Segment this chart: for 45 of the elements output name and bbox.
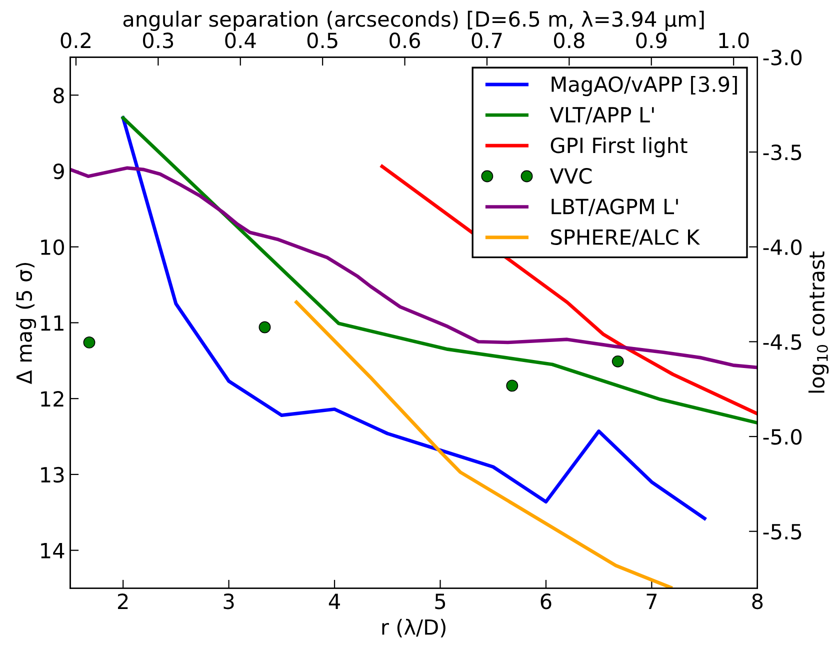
y-tick-label: 11 — [41, 315, 64, 331]
y-tick-label: 13 — [41, 466, 64, 483]
point — [612, 355, 624, 368]
y-tick-label: 8 — [54, 88, 64, 104]
legend-label: LBT/AGPM L' — [552, 198, 678, 216]
x-axis-title: r (λ/D) — [382, 618, 446, 638]
y-tick-label: 9 — [53, 163, 64, 180]
y2-tick-label: -3.0 — [763, 50, 802, 66]
y2-tick-label: -5.0 — [763, 428, 802, 445]
x-tick-label: 7 — [646, 594, 657, 609]
x2-tick-label: 0.2 — [60, 32, 90, 48]
x-tick-label: 5 — [435, 594, 446, 610]
x-tick-label: 4 — [328, 594, 340, 609]
x-tick-label: 6 — [540, 593, 552, 610]
x2-axis-title: angular separation (arcseconds) [D=6.5 m, λ=3.94 μm] — [123, 10, 704, 31]
y-axis-title: Δ mag (5 σ) — [16, 262, 36, 384]
legend-label: GPI First light — [550, 137, 688, 158]
y2-tick-label: -4.0 — [763, 239, 802, 256]
x2-tick-label: 0.6 — [390, 32, 420, 48]
point — [258, 321, 271, 334]
x2-tick-label: 0.3 — [142, 32, 174, 48]
x2-tick-label: 1.0 — [719, 32, 749, 48]
x-tick-label: 3 — [224, 593, 234, 610]
y-tick-label: 14 — [41, 543, 64, 558]
x-tick-label: 2 — [118, 593, 128, 609]
legend-label: VVC — [550, 168, 592, 184]
legend-label: MagAO/vAPP [3.9] — [552, 76, 737, 96]
x2-tick-label: 0.4 — [225, 32, 256, 48]
x2-tick-label: 0.7 — [472, 32, 502, 48]
y2-tick-label: -3.5 — [763, 144, 802, 160]
point — [506, 380, 518, 392]
legend-label: SPHERE/ALC K — [551, 229, 700, 247]
y2-tick-label: -5.5 — [763, 524, 802, 540]
x2-tick-label: 0.9 — [636, 32, 666, 48]
y2-axis-title: log$_{10}$ contrast — [808, 251, 829, 393]
y-tick-label: 10 — [41, 239, 64, 256]
line-series — [70, 166, 758, 370]
x2-tick-label: 0.8 — [554, 32, 584, 48]
line-series — [294, 300, 672, 588]
x-tick-label: 8 — [752, 593, 763, 610]
point — [83, 336, 96, 348]
legend-label: VLT/APP L' — [550, 107, 654, 124]
x2-tick-label: 0.5 — [307, 32, 338, 48]
y-tick-label: 12 — [41, 391, 64, 407]
y2-tick-label: -4.5 — [763, 334, 802, 350]
